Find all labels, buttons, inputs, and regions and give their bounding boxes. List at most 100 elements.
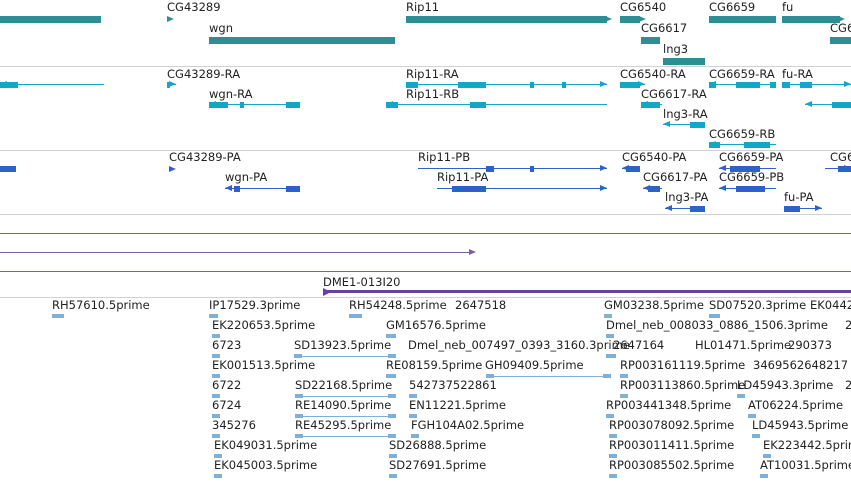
strand-arrow-icon[interactable] bbox=[622, 165, 629, 171]
est-bar[interactable] bbox=[214, 454, 222, 458]
strand-arrow-icon[interactable] bbox=[600, 165, 607, 171]
est-line[interactable] bbox=[295, 396, 396, 397]
gene-bar[interactable] bbox=[641, 37, 660, 44]
exon-block[interactable] bbox=[167, 81, 170, 88]
strand-arrow-icon[interactable] bbox=[605, 16, 612, 22]
exon-block[interactable] bbox=[770, 81, 776, 88]
exon-block[interactable] bbox=[784, 205, 800, 212]
est-bar[interactable] bbox=[212, 434, 220, 438]
est-bar[interactable] bbox=[411, 434, 419, 438]
exon-block[interactable] bbox=[458, 81, 486, 88]
est-bar[interactable] bbox=[606, 334, 614, 338]
est-line[interactable] bbox=[486, 376, 611, 377]
est-bar[interactable] bbox=[212, 374, 220, 378]
est-bar[interactable] bbox=[294, 354, 302, 358]
protein-bar[interactable] bbox=[0, 166, 16, 172]
exon-block[interactable] bbox=[240, 101, 244, 108]
exon-block[interactable] bbox=[832, 101, 851, 108]
est-bar[interactable] bbox=[604, 314, 612, 318]
clone-line[interactable] bbox=[0, 252, 470, 253]
exon-block[interactable] bbox=[209, 101, 228, 108]
est-bar[interactable] bbox=[388, 354, 396, 358]
strand-arrow-icon[interactable] bbox=[719, 185, 726, 191]
strand-arrow-icon[interactable] bbox=[844, 165, 851, 171]
exon-block[interactable] bbox=[562, 81, 566, 88]
exon-block[interactable] bbox=[800, 81, 812, 88]
strand-arrow-icon[interactable] bbox=[469, 249, 476, 255]
est-bar[interactable] bbox=[349, 314, 362, 318]
strand-arrow-icon[interactable] bbox=[844, 81, 851, 87]
est-bar[interactable] bbox=[209, 314, 218, 318]
clone-bar[interactable] bbox=[323, 290, 851, 293]
exon-block[interactable] bbox=[486, 165, 494, 172]
strand-arrow-icon[interactable] bbox=[709, 141, 716, 147]
gene-bar[interactable] bbox=[0, 16, 101, 23]
exon-block[interactable] bbox=[782, 81, 790, 88]
strand-arrow-icon[interactable] bbox=[665, 205, 672, 211]
intron-line[interactable] bbox=[663, 124, 705, 125]
est-line[interactable] bbox=[295, 436, 396, 437]
gene-bar[interactable] bbox=[620, 16, 640, 23]
est-bar[interactable] bbox=[214, 474, 222, 478]
strand-arrow-icon[interactable] bbox=[815, 205, 822, 211]
est-bar[interactable] bbox=[212, 334, 220, 338]
strand-arrow-icon[interactable] bbox=[225, 185, 232, 191]
strand-arrow-icon[interactable] bbox=[709, 81, 716, 87]
strand-arrow-icon[interactable] bbox=[386, 101, 393, 107]
exon-block[interactable] bbox=[234, 185, 240, 192]
intron-line[interactable] bbox=[209, 104, 300, 105]
est-bar[interactable] bbox=[609, 474, 617, 478]
exon-block[interactable] bbox=[530, 165, 534, 172]
est-bar[interactable] bbox=[620, 394, 628, 398]
exon-block[interactable] bbox=[744, 141, 770, 148]
exon-block[interactable] bbox=[736, 185, 765, 192]
intron-line[interactable] bbox=[665, 208, 705, 209]
est-bar[interactable] bbox=[748, 414, 756, 418]
est-bar[interactable] bbox=[295, 394, 303, 398]
exon-block[interactable] bbox=[0, 81, 18, 88]
est-bar[interactable] bbox=[388, 394, 396, 398]
strand-arrow-icon[interactable] bbox=[167, 15, 174, 22]
intron-line[interactable] bbox=[709, 144, 776, 145]
exon-block[interactable] bbox=[452, 185, 486, 192]
est-bar[interactable] bbox=[606, 354, 616, 358]
strand-arrow-icon[interactable] bbox=[209, 101, 216, 107]
gene-bar[interactable] bbox=[406, 16, 607, 23]
intron-line[interactable] bbox=[406, 84, 607, 85]
est-bar[interactable] bbox=[388, 434, 396, 438]
intron-line[interactable] bbox=[437, 188, 607, 189]
intron-line[interactable] bbox=[805, 104, 851, 105]
strand-arrow-icon[interactable] bbox=[719, 165, 726, 171]
est-bar[interactable] bbox=[409, 414, 417, 418]
strand-arrow-icon[interactable] bbox=[805, 101, 812, 107]
intron-line[interactable] bbox=[0, 84, 104, 85]
strand-arrow-icon[interactable] bbox=[0, 81, 7, 87]
exon-block[interactable] bbox=[286, 185, 300, 192]
gene-bar[interactable] bbox=[663, 58, 705, 65]
strand-arrow-icon[interactable] bbox=[838, 16, 845, 22]
est-bar[interactable] bbox=[389, 474, 397, 478]
exon-block[interactable] bbox=[690, 205, 705, 212]
est-bar[interactable] bbox=[760, 474, 768, 478]
est-bar[interactable] bbox=[388, 414, 396, 418]
est-line[interactable] bbox=[295, 416, 396, 417]
intron-line[interactable] bbox=[386, 104, 607, 105]
est-bar[interactable] bbox=[609, 454, 617, 458]
exon-block[interactable] bbox=[406, 81, 418, 88]
exon-block[interactable] bbox=[641, 101, 660, 108]
strand-arrow-icon[interactable] bbox=[641, 101, 648, 107]
exon-block[interactable] bbox=[730, 165, 760, 172]
strand-arrow-icon[interactable] bbox=[600, 185, 607, 191]
est-bar[interactable] bbox=[609, 434, 617, 438]
gene-bar[interactable] bbox=[830, 37, 851, 44]
intron-line[interactable] bbox=[784, 208, 822, 209]
strand-arrow-icon[interactable] bbox=[600, 81, 607, 87]
strand-arrow-icon[interactable] bbox=[169, 81, 176, 87]
exon-block[interactable] bbox=[690, 121, 705, 128]
strand-arrow-icon[interactable] bbox=[638, 81, 645, 87]
est-bar[interactable] bbox=[606, 414, 614, 418]
exon-block[interactable] bbox=[626, 165, 640, 172]
strand-arrow-icon[interactable] bbox=[169, 165, 176, 172]
est-bar[interactable] bbox=[752, 434, 760, 438]
est-bar[interactable] bbox=[409, 394, 417, 398]
